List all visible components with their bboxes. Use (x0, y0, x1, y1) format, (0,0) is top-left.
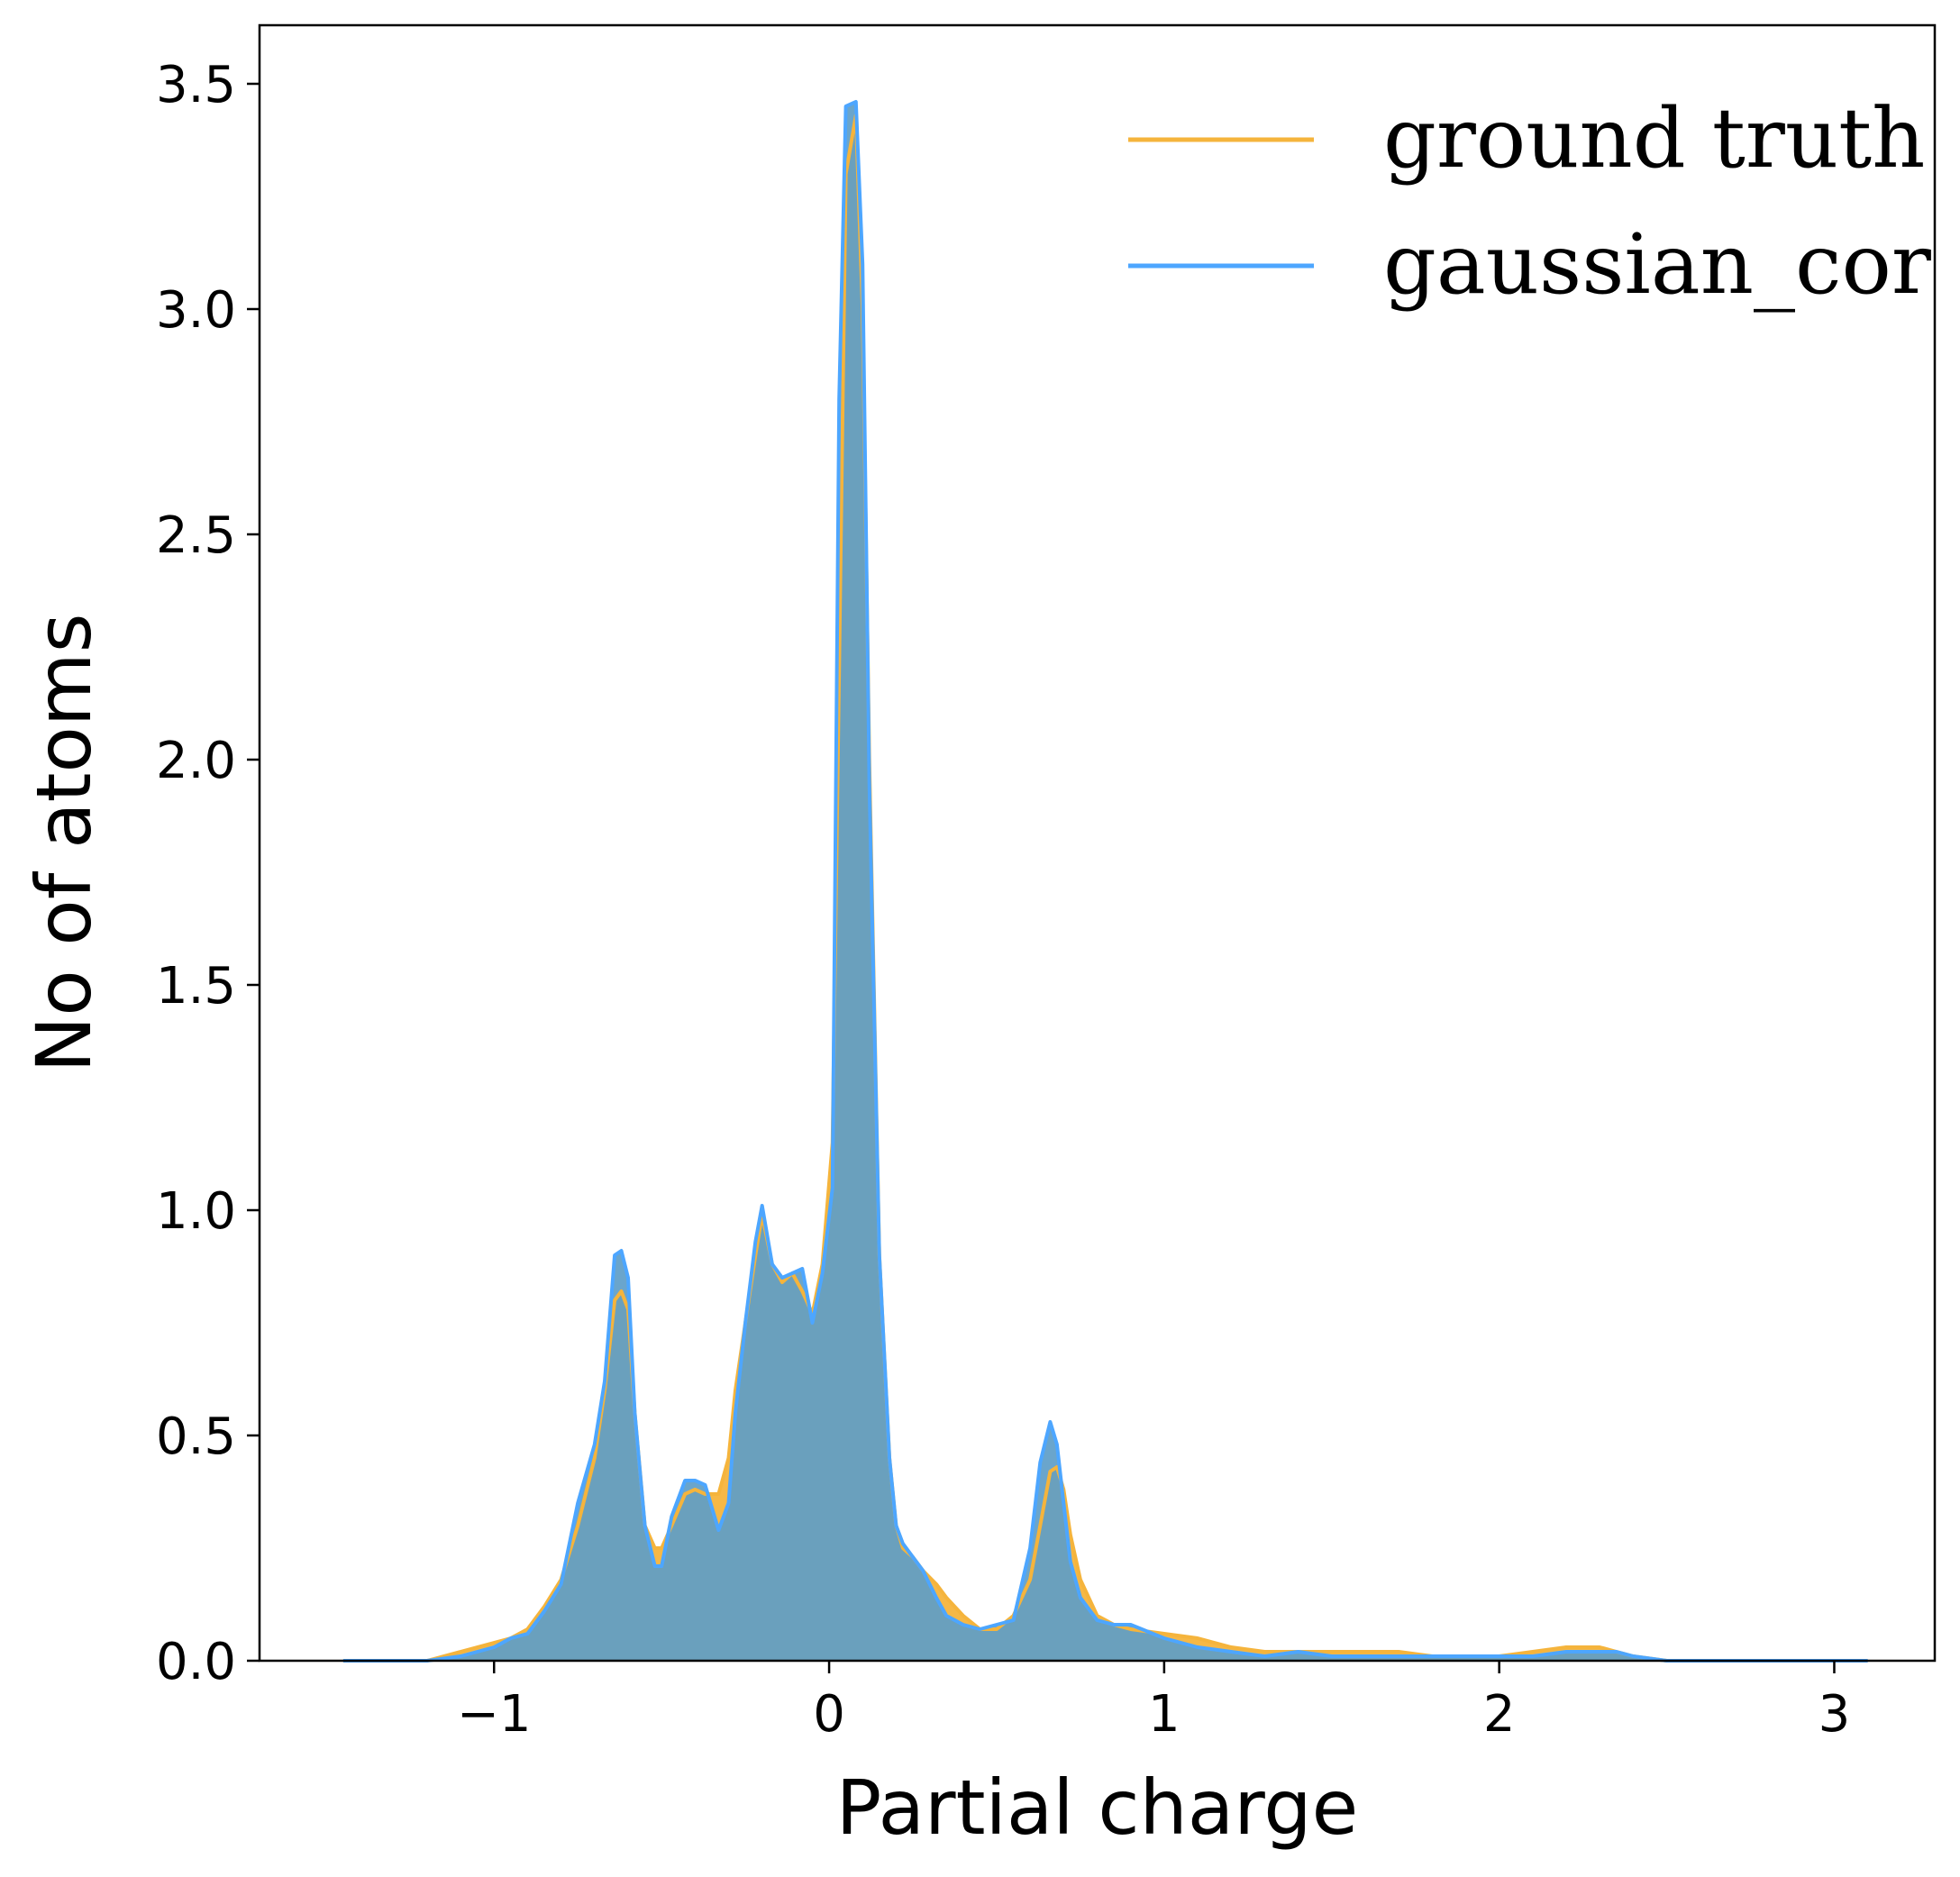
x-tick-label: 0 (813, 1685, 845, 1744)
legend: ground truth gaussian_cor (1128, 90, 1931, 313)
x-axis-ticks: −1 0 1 2 3 (457, 1661, 1850, 1744)
y-tick-label: 2.5 (156, 506, 236, 565)
y-axis-ticks: 0.0 0.5 1.0 1.5 2.0 2.5 3.0 3.5 (156, 56, 260, 1691)
y-tick-label: 1.5 (156, 957, 236, 1016)
y-tick-label: 0.0 (156, 1633, 236, 1691)
legend-label: gaussian_cor (1383, 216, 1931, 313)
x-tick-label: 3 (1819, 1685, 1851, 1744)
x-tick-label: 2 (1483, 1685, 1516, 1744)
series-fill-ground-truth (342, 115, 1868, 1661)
x-axis-label: Partial charge (836, 1763, 1359, 1852)
series-fills (342, 102, 1868, 1661)
series-lines (342, 100, 1868, 1663)
y-tick-label: 0.5 (156, 1408, 236, 1466)
y-tick-label: 3.0 (156, 281, 236, 340)
series-fill-gaussian-cor (342, 102, 1868, 1661)
y-tick-label: 3.5 (156, 56, 236, 114)
series-line-gaussian-cor (342, 100, 1868, 1663)
legend-label: ground truth (1383, 90, 1925, 187)
series-line-ground-truth (342, 114, 1868, 1663)
y-tick-label: 1.0 (156, 1182, 236, 1241)
y-tick-label: 2.0 (156, 732, 236, 790)
x-tick-label: 1 (1148, 1685, 1181, 1744)
x-tick-label: −1 (457, 1685, 532, 1744)
y-axis-label: No of atoms (20, 614, 108, 1073)
plot-frame (258, 23, 1937, 1663)
